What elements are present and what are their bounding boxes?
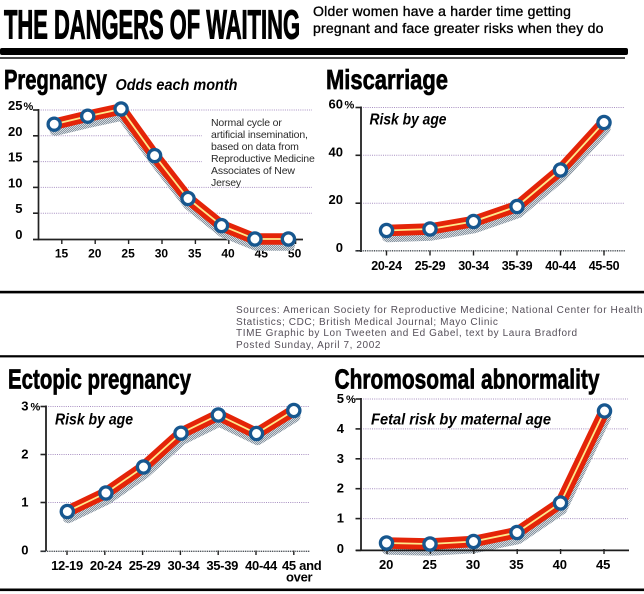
svg-text:45 and: 45 and xyxy=(282,558,322,573)
svg-text:3: 3 xyxy=(21,399,28,414)
svg-text:20-24: 20-24 xyxy=(90,558,123,573)
svg-text:40-44: 40-44 xyxy=(545,259,576,273)
svg-text:25-29: 25-29 xyxy=(415,259,446,273)
svg-text:30-34: 30-34 xyxy=(458,259,489,273)
svg-text:30: 30 xyxy=(155,247,169,261)
svg-text:5: 5 xyxy=(337,391,344,406)
svg-text:40: 40 xyxy=(329,144,343,159)
svg-text:12-19: 12-19 xyxy=(51,558,83,573)
svg-text:%: % xyxy=(345,100,355,112)
svg-text:30-34: 30-34 xyxy=(168,558,201,573)
svg-text:25: 25 xyxy=(121,247,135,261)
svg-text:0: 0 xyxy=(21,543,28,558)
svg-text:20: 20 xyxy=(379,557,393,572)
svg-text:2: 2 xyxy=(337,481,344,496)
svg-text:over: over xyxy=(286,570,313,585)
svg-text:35-39: 35-39 xyxy=(502,259,533,273)
svg-text:1: 1 xyxy=(21,495,28,510)
svg-text:25: 25 xyxy=(422,557,436,572)
svg-text:0: 0 xyxy=(15,227,22,242)
svg-text:40-44: 40-44 xyxy=(245,558,278,573)
svg-text:4: 4 xyxy=(337,421,345,436)
svg-text:35: 35 xyxy=(188,247,202,261)
svg-text:0: 0 xyxy=(336,240,343,255)
svg-text:Risk by age: Risk by age xyxy=(370,112,447,129)
svg-text:%: % xyxy=(31,402,41,414)
svg-text:15: 15 xyxy=(55,247,69,261)
svg-text:35-39: 35-39 xyxy=(206,558,238,573)
svg-text:20-24: 20-24 xyxy=(371,259,402,273)
svg-text:25-29: 25-29 xyxy=(129,558,161,573)
svg-text:3: 3 xyxy=(337,451,344,466)
svg-text:25: 25 xyxy=(8,98,22,113)
svg-text:15: 15 xyxy=(8,150,22,165)
svg-text:0: 0 xyxy=(337,541,344,556)
svg-text:20: 20 xyxy=(329,192,343,207)
svg-text:Ectopic pregnancy: Ectopic pregnancy xyxy=(8,364,191,395)
svg-text:40: 40 xyxy=(221,247,235,261)
svg-text:5: 5 xyxy=(15,201,22,216)
svg-text:%: % xyxy=(24,101,34,113)
svg-text:45: 45 xyxy=(596,557,610,572)
svg-text:Pregnancy: Pregnancy xyxy=(4,64,107,95)
svg-text:20: 20 xyxy=(88,247,102,261)
svg-text:Odds each month: Odds each month xyxy=(116,77,238,94)
svg-text:10: 10 xyxy=(8,175,22,190)
svg-text:THE DANGERS OF WAITING: THE DANGERS OF WAITING xyxy=(4,1,300,47)
svg-text:20: 20 xyxy=(8,124,22,139)
svg-text:35: 35 xyxy=(509,557,523,572)
svg-text:Miscarriage: Miscarriage xyxy=(326,64,448,95)
svg-text:40: 40 xyxy=(553,557,567,572)
svg-text:30: 30 xyxy=(466,557,480,572)
svg-text:%: % xyxy=(346,394,356,406)
svg-text:2: 2 xyxy=(21,447,28,462)
svg-text:Fetal risk by maternal age: Fetal risk by maternal age xyxy=(371,412,551,429)
svg-text:60: 60 xyxy=(329,97,343,112)
svg-text:Chromosomal abnormality: Chromosomal abnormality xyxy=(335,364,600,395)
svg-text:Risk by age: Risk by age xyxy=(55,412,133,429)
svg-text:45-50: 45-50 xyxy=(589,259,620,273)
svg-text:1: 1 xyxy=(337,511,344,526)
